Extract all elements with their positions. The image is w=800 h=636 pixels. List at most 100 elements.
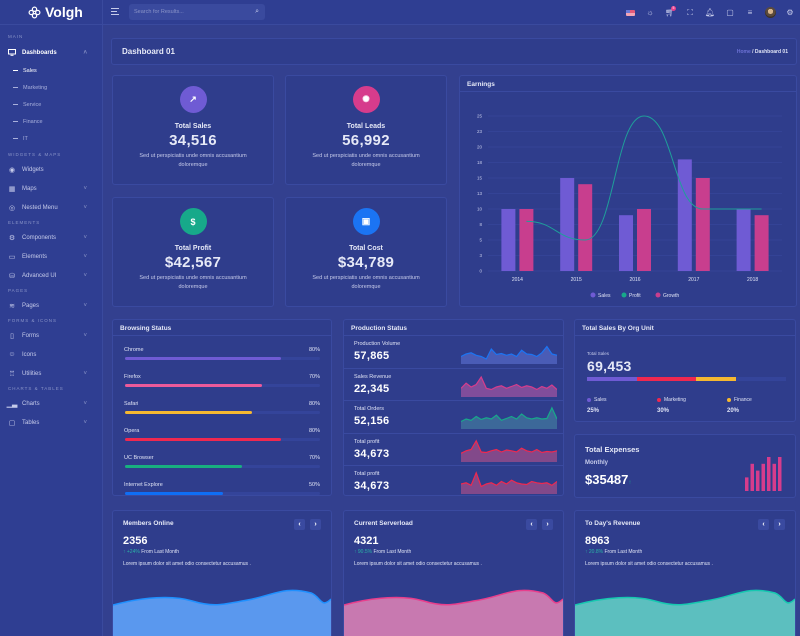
cart-badge: 5	[671, 5, 676, 11]
sidebar-item-tables[interactable]: ▢ Tables ˅	[0, 413, 102, 432]
progress-track	[125, 384, 320, 387]
progress-track	[125, 465, 320, 468]
section-label-forms: FORMS & ICONS	[8, 318, 58, 323]
legend-label[interactable]: Sales	[598, 293, 611, 299]
cart-icon[interactable]: 🛒︎ 5	[664, 5, 676, 17]
sidebar-item-label: Forms	[22, 332, 39, 339]
sidebar-subitem-marketing[interactable]: Marketing	[0, 79, 102, 96]
y-tick-label: 0	[479, 269, 482, 274]
sidebar-subitem-service[interactable]: Service	[0, 96, 102, 113]
breadcrumb-home[interactable]: Home	[736, 49, 751, 55]
chevron-down-icon: ˅	[83, 204, 87, 211]
sidebar-item-maps[interactable]: ▦ Maps ˅	[0, 179, 102, 198]
sidebar-item-dashboards[interactable]: Dashboards ˄	[0, 43, 102, 62]
sidebar-item-label: Icons	[22, 351, 37, 358]
sidebar-subitem-it[interactable]: IT	[0, 130, 102, 147]
progress-fill	[125, 384, 262, 387]
gear-icon: ⚙	[8, 234, 16, 242]
prev-arrow-button[interactable]: ‹	[758, 519, 769, 530]
bar-growth[interactable]	[578, 184, 593, 271]
card-value: 4321	[354, 535, 379, 547]
bar-growth[interactable]	[637, 209, 651, 271]
stat-description: Sed ut perspiciatis unde omnis accusanti…	[139, 275, 247, 290]
sidebar-item-elements[interactable]: ▭ Elements ˅	[0, 247, 102, 266]
expense-bar	[750, 463, 754, 491]
legend-label[interactable]: Profit	[629, 293, 641, 299]
sidebar-right-icon[interactable]: ≡	[747, 8, 753, 17]
search-placeholder: Search for Results...	[134, 9, 184, 15]
next-arrow-button[interactable]: ›	[774, 519, 785, 530]
trend-up-icon: ↗	[179, 86, 207, 113]
stat-description: Sed ut perspiciatis unde omnis accusanti…	[139, 153, 247, 168]
x-tick-label: 2016	[629, 277, 640, 283]
prev-arrow-button[interactable]: ‹	[526, 519, 537, 530]
app-logo[interactable]: Volgh	[0, 0, 102, 25]
stat-label: Total Profit	[174, 245, 212, 252]
bar-growth[interactable]	[519, 209, 534, 271]
prev-arrow-button[interactable]: ‹	[294, 519, 305, 530]
arrow-up-icon: ↑	[585, 549, 589, 555]
theme-sun-icon[interactable]: ☼	[646, 8, 654, 17]
chevron-down-icon: ˅	[83, 419, 87, 426]
sidebar-item-nested-menu[interactable]: ◎ Nested Menu ˅	[0, 198, 102, 217]
sidebar-item-label: Advanced UI	[22, 272, 57, 279]
next-arrow-button[interactable]: ›	[542, 519, 553, 530]
dash-icon	[13, 104, 18, 105]
topbar: Search for Results... ⌕ ☼ 🛒︎ 5 ⛶ 🔔︎ ▢ ≡ ⚙	[103, 0, 800, 25]
sidebar-item-forms[interactable]: ▯ Forms ˅	[0, 326, 102, 345]
sidebar-item-utilities[interactable]: ♖ Utilities ˅	[0, 364, 102, 383]
chevron-down-icon: ˅	[83, 234, 87, 241]
sidebar-item-charts[interactable]: ▁▃ Charts ˅	[0, 394, 102, 413]
sidebar-item-label: Nested Menu	[22, 204, 58, 211]
search-input[interactable]: Search for Results... ⌕	[129, 4, 265, 20]
expense-bar	[778, 457, 782, 491]
menu-toggle-icon[interactable]	[111, 8, 119, 16]
expense-bar	[761, 463, 765, 491]
language-flag-icon[interactable]	[620, 3, 640, 23]
org-unit-card: Total Sales By Org Unit Total Sales 69,4…	[574, 319, 796, 422]
sidebar-item-widgets[interactable]: ◉ Widgets	[0, 160, 102, 179]
sidebar-subitem-label: IT	[23, 135, 28, 142]
change-value: 20.8%	[588, 549, 604, 555]
user-avatar[interactable]	[760, 3, 780, 23]
bar-sales[interactable]	[501, 209, 516, 271]
sparkline-area	[461, 376, 557, 397]
browser-name: Internet Explore	[124, 482, 163, 488]
bar-growth[interactable]	[754, 215, 769, 271]
stat-card-total-leads: ✺ Total Leads 56,992 Sed ut perspiciatis…	[285, 75, 447, 185]
bar-growth[interactable]	[695, 178, 710, 271]
card-title: Members Online	[123, 520, 174, 527]
bar-sales[interactable]	[560, 178, 575, 271]
sidebar-item-label: Charts	[22, 400, 40, 407]
message-icon[interactable]: ▢	[726, 8, 734, 17]
sidebar-subitem-sales[interactable]: Sales	[0, 62, 102, 79]
sidebar-item-label: Pages	[22, 302, 40, 309]
bar-sales[interactable]	[736, 209, 751, 271]
legend-label[interactable]: Growth	[663, 293, 679, 299]
browser-pct: 80%	[308, 401, 320, 407]
progress-fill	[125, 465, 242, 468]
card-description: Lorem ipsum dolor sit amet odio consecte…	[123, 561, 251, 567]
browser-name: UC Browser	[124, 455, 154, 461]
window-icon: ▭	[8, 253, 16, 261]
sidebar-subitem-label: Finance	[23, 118, 43, 125]
stat-value: $42,567	[164, 254, 222, 271]
sidebar-item-pages[interactable]: ≋ Pages ˅	[0, 296, 102, 315]
org-bar-segment	[636, 377, 697, 381]
x-tick-label: 2014	[512, 277, 523, 283]
next-arrow-button[interactable]: ›	[310, 519, 321, 530]
sidebar-item-icons[interactable]: ☺ Icons	[0, 345, 102, 364]
search-icon[interactable]: ⌕	[255, 8, 259, 15]
bar-sales[interactable]	[619, 215, 633, 271]
sidebar-item-advanced-ui[interactable]: ⛁ Advanced UI ˅	[0, 266, 102, 285]
bar-sales[interactable]	[677, 159, 692, 271]
settings-gear-icon[interactable]: ⚙	[786, 8, 794, 17]
map-icon: ▦	[8, 185, 16, 193]
fullscreen-icon[interactable]: ⛶	[687, 7, 693, 17]
expenses-value: $35487	[585, 472, 629, 487]
sidebar-item-components[interactable]: ⚙ Components ˅	[0, 228, 102, 247]
bell-icon[interactable]: 🔔︎	[704, 8, 716, 17]
sidebar-subitem-finance[interactable]: Finance	[0, 113, 102, 130]
production-value: 52,156	[354, 415, 390, 427]
earnings-chart: 0 3 5 8 10 13 15 18 20 23 25 2014 2015 2016 2017 2018 Sa…	[477, 114, 782, 299]
